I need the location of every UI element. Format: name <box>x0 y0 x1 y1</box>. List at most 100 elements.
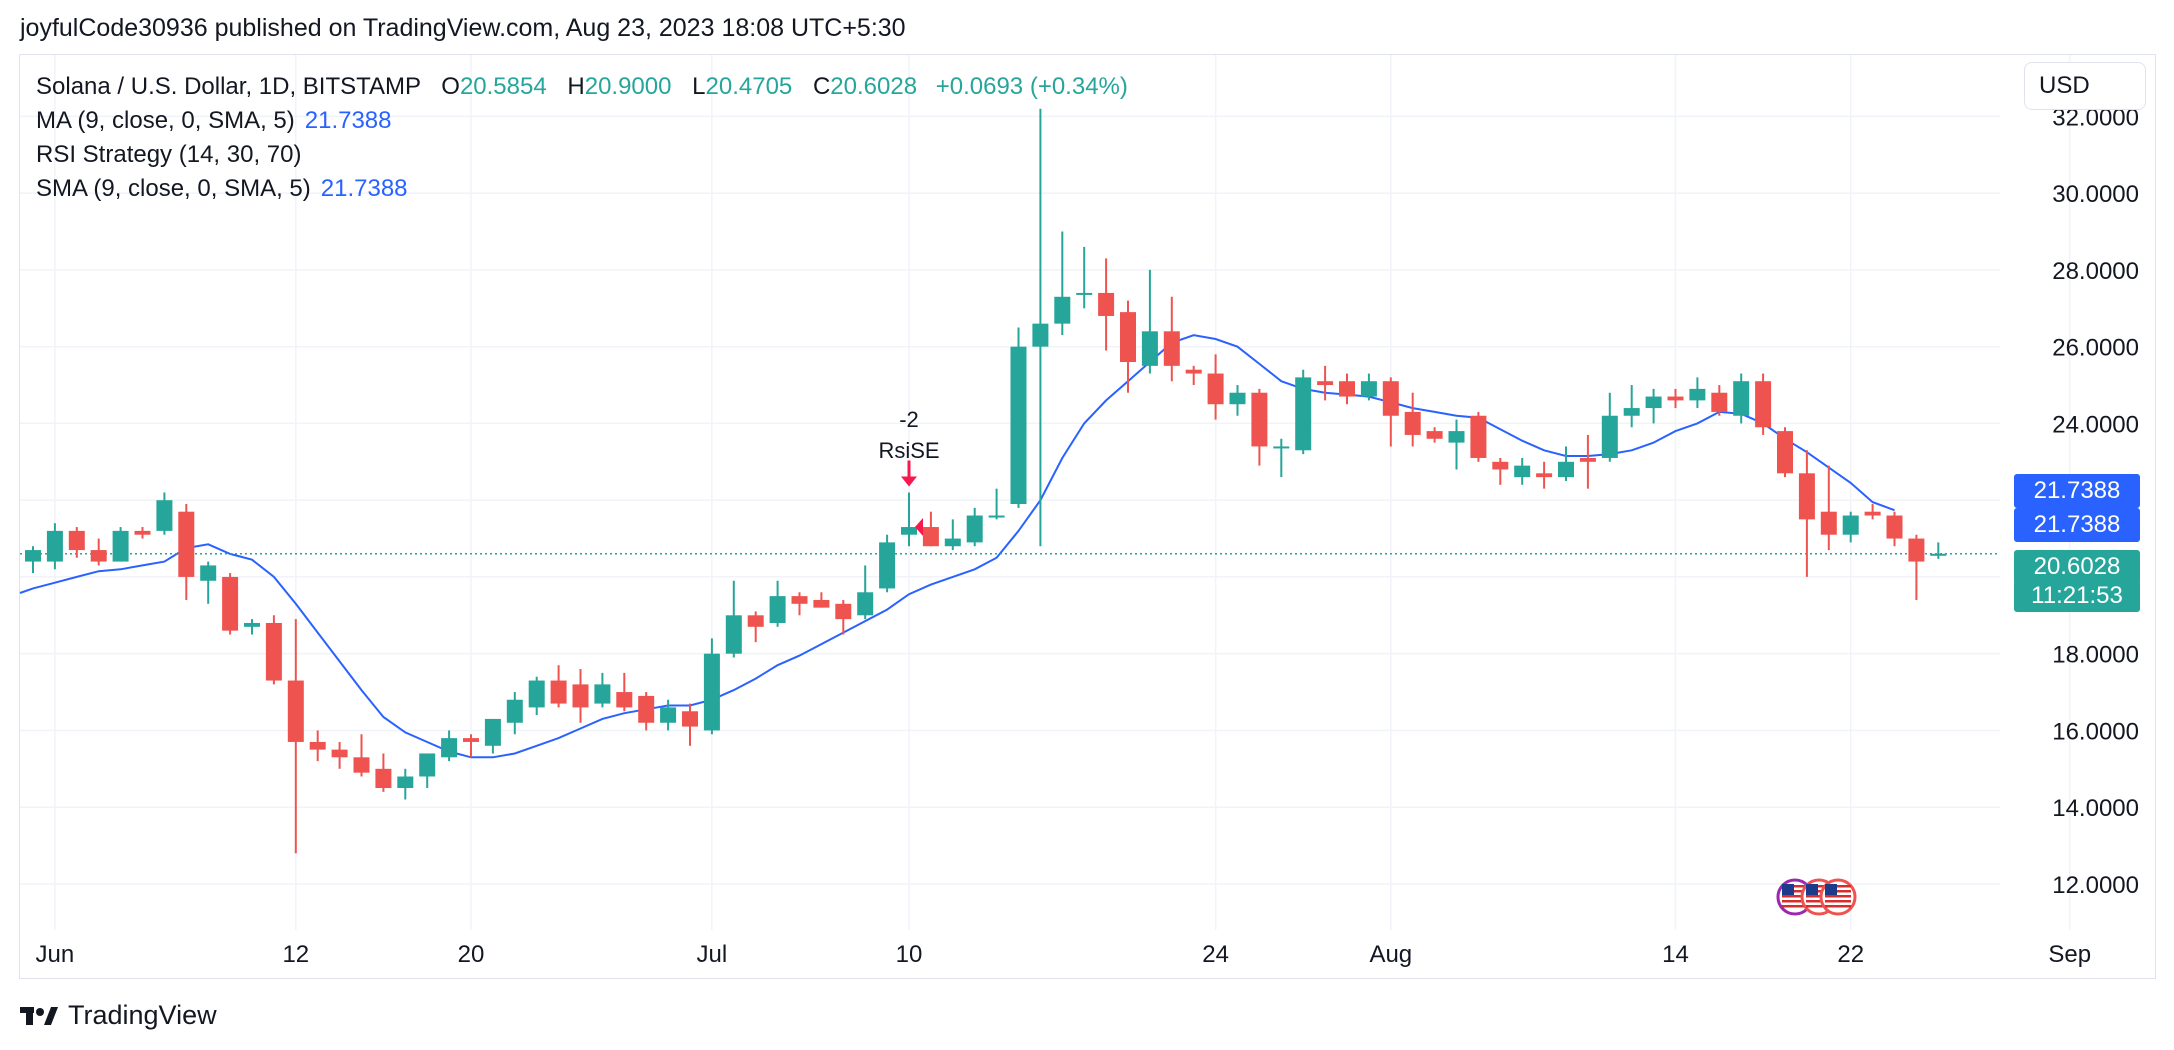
candle-body <box>25 550 41 562</box>
candle <box>1886 511 1903 547</box>
candle <box>857 565 874 620</box>
candle-body <box>1755 381 1772 428</box>
candle <box>1864 504 1881 520</box>
candle-body <box>1141 331 1158 366</box>
candle-body <box>1010 346 1027 505</box>
candle <box>222 573 239 635</box>
candle <box>90 538 107 566</box>
x-tick-label: 24 <box>1202 941 1229 968</box>
candle <box>1492 457 1509 485</box>
candle <box>1076 246 1093 309</box>
tradingview-logo[interactable]: TradingView <box>20 1000 217 1031</box>
candle <box>988 488 1005 520</box>
candle <box>550 665 567 708</box>
candle <box>419 753 436 789</box>
x-tick-label: 12 <box>282 941 309 968</box>
flag-canton <box>1782 884 1794 895</box>
candle <box>747 611 764 643</box>
y-tick-label: 16.0000 <box>2052 718 2139 745</box>
candle <box>1448 419 1465 470</box>
candle-body <box>287 680 304 742</box>
candle-body <box>594 684 611 704</box>
candle <box>616 672 633 712</box>
candle <box>1645 388 1662 424</box>
candle <box>594 672 611 708</box>
last-price-tag: 20.6028 <box>2014 550 2140 584</box>
candle <box>1755 373 1772 435</box>
candle-body <box>1558 461 1574 478</box>
x-tick-label: Aug <box>1369 941 1412 968</box>
candle-body <box>944 538 961 547</box>
event-flags[interactable] <box>1776 878 1857 916</box>
candle <box>1558 446 1574 481</box>
candle <box>660 699 677 731</box>
candle <box>200 561 217 604</box>
open-value: 20.5854 <box>459 73 547 100</box>
candle-body <box>660 707 677 723</box>
candle-body <box>682 711 698 727</box>
currency-button[interactable]: USD <box>2024 62 2146 110</box>
candle-body <box>353 757 370 773</box>
candle <box>1360 373 1377 401</box>
high-label: H <box>567 73 585 100</box>
candle <box>484 718 501 754</box>
candle <box>353 734 370 777</box>
candle-body <box>419 753 436 777</box>
candle-body <box>1536 473 1553 478</box>
publish-info: joyfulCode30936 published on TradingView… <box>20 14 906 42</box>
candle <box>813 592 830 608</box>
flag-stripe <box>1825 890 1851 893</box>
us-flag-event-icon[interactable] <box>1819 878 1857 916</box>
candle <box>1514 457 1531 485</box>
candle-body <box>265 622 282 681</box>
candle-body <box>1733 381 1750 416</box>
x-tick-label: 22 <box>1837 941 1864 968</box>
candle <box>769 580 786 627</box>
y-tick-label: 30.0000 <box>2052 181 2139 208</box>
candle-body <box>1667 396 1684 401</box>
candle <box>506 692 523 735</box>
candle <box>682 703 698 746</box>
sma-value: 21.7388 <box>320 175 408 202</box>
candle <box>1930 542 1947 559</box>
candle <box>1273 438 1290 478</box>
candle-body <box>1426 431 1443 439</box>
candle-body <box>375 768 392 789</box>
candle <box>178 504 195 600</box>
candle-body <box>463 738 479 742</box>
flag-stripe <box>1806 890 1832 893</box>
candle <box>966 507 983 547</box>
low-label: L <box>692 73 706 100</box>
legend-ma-row[interactable]: MA (9, close, 0, SMA, 5) 21.7388 <box>36 104 1128 138</box>
candle-body <box>835 603 852 620</box>
x-tick-label: Jun <box>36 941 75 968</box>
candle <box>1689 377 1706 409</box>
signal-label-name: RsiSE <box>878 438 939 463</box>
change-value: +0.0693 (+0.34%) <box>935 73 1128 100</box>
ma-line-layer <box>19 334 2000 759</box>
candle-body <box>1382 381 1399 416</box>
candle <box>25 546 41 574</box>
legend-rsi-row[interactable]: RSI Strategy (14, 30, 70) <box>36 138 1128 172</box>
candle-body <box>638 695 655 723</box>
candle <box>1339 373 1355 405</box>
candle-body <box>1207 373 1224 405</box>
ma-price-tag: 21.7388 <box>2014 474 2140 508</box>
candle <box>1207 354 1224 420</box>
flag-stripe <box>1825 895 1851 898</box>
candle-body <box>397 776 414 789</box>
candle <box>1163 296 1180 382</box>
candle-body <box>1930 553 1947 556</box>
rsi-strategy-label: RSI Strategy (14, 30, 70) <box>36 141 302 168</box>
candle <box>1141 269 1158 374</box>
candle <box>1623 385 1640 428</box>
flag-stripe <box>1825 885 1851 888</box>
candle <box>112 527 129 562</box>
legend-symbol-row[interactable]: Solana / U.S. Dollar, 1D, BITSTAMP O20.5… <box>36 70 1128 104</box>
flag-stripe <box>1825 905 1851 908</box>
legend-sma-row[interactable]: SMA (9, close, 0, SMA, 5) 21.7388 <box>36 172 1128 206</box>
candle-body <box>857 592 874 616</box>
candle-body <box>616 692 633 708</box>
candle <box>1798 450 1815 577</box>
